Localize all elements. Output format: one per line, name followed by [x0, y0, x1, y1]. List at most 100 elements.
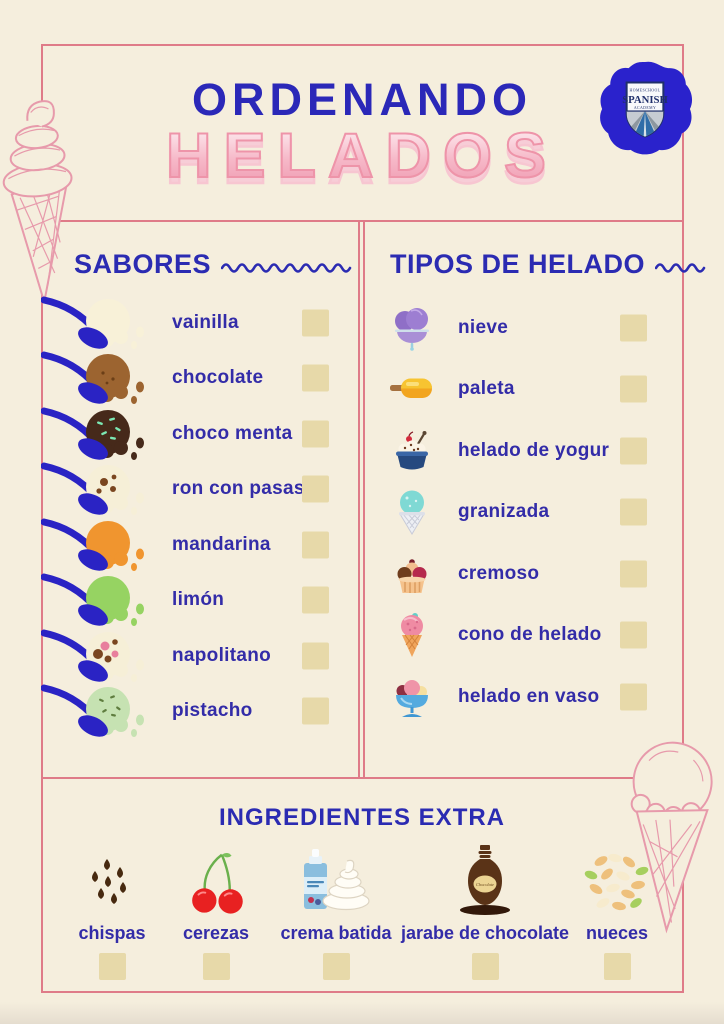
sabores-heading-label: SABORES	[74, 249, 212, 279]
item-label: nieve	[458, 316, 509, 338]
logo-text-top: HOMESCHOOL	[630, 89, 661, 93]
checkbox-jarabe-de-chocolate[interactable]	[471, 953, 499, 980]
spoon-tangerine-icon	[41, 518, 144, 571]
subtitle-text: HELADOS	[0, 120, 724, 192]
list-item-paleta: paleta	[362, 359, 684, 421]
item-label: helado de yogur	[458, 439, 610, 461]
list-item-nieve: nieve	[362, 297, 684, 359]
item-label: helado en vaso	[458, 685, 600, 707]
waffle-cup-icon	[397, 558, 427, 593]
divider-bottom	[41, 777, 684, 779]
page-title: ORDENANDO	[191, 74, 532, 125]
logo-text-bottom: ACADEMY	[634, 106, 656, 110]
checkbox-ron-con-pasas[interactable]	[302, 475, 329, 503]
column-divider	[363, 220, 365, 779]
squiggle-icon	[655, 262, 706, 273]
whipped-cream-icon	[304, 849, 370, 911]
extra-label: crema batida	[280, 923, 392, 943]
chocolate-syrup-icon: Chocolate	[460, 845, 510, 915]
scoop-cone-sketch-icon	[630, 741, 713, 934]
list-item-mandarina: mandarina	[41, 517, 359, 573]
checkbox-chocolate[interactable]	[302, 364, 329, 392]
item-label: chocolate	[172, 367, 264, 389]
divider-top	[41, 220, 684, 222]
list-item-granizada: granizada	[362, 482, 684, 544]
snow-cone-icon	[399, 490, 425, 536]
extra-item-jarabe-de-chocolate: Chocolate jarabe de chocolate	[390, 843, 580, 980]
squiggle-icon	[221, 262, 352, 273]
item-label: paleta	[458, 378, 515, 400]
list-item-ron-con-pasas: ron con pasas	[41, 462, 359, 518]
nuts-icon	[584, 853, 649, 911]
tipos-heading: TIPOS DE HELADO	[390, 249, 707, 280]
checkbox-helado-de-yogur[interactable]	[620, 437, 647, 465]
extra-label: jarabe de chocolate	[400, 923, 570, 943]
extra-label: nueces	[585, 923, 649, 943]
checkbox-granizada[interactable]	[620, 498, 647, 526]
logo-text-main: SPANISH	[622, 94, 668, 106]
syrup-label-text: Chocolate	[476, 882, 494, 887]
extras-row: chispas cerezas	[41, 843, 684, 989]
list-item-chocolate: chocolate	[41, 351, 359, 407]
item-label: ron con pasas	[172, 478, 305, 500]
item-label: limón	[172, 589, 225, 611]
item-label: cremoso	[458, 562, 540, 584]
extra-item-cerezas: cerezas	[171, 843, 261, 980]
cherries-icon	[192, 853, 243, 914]
subtitle-shadow: HELADOS	[0, 126, 724, 199]
list-item-helado-en-vaso: helado en vaso	[362, 666, 684, 728]
popsicle-icon	[390, 378, 432, 399]
checkbox-mandarina[interactable]	[302, 531, 329, 559]
soft-serve-sketch-icon	[2, 100, 73, 303]
item-label: vainilla	[172, 311, 239, 333]
checkbox-nieve[interactable]	[620, 314, 647, 342]
checkbox-pistacho[interactable]	[302, 697, 329, 725]
checkbox-choco-menta[interactable]	[302, 420, 329, 448]
extra-label: cerezas	[182, 923, 250, 943]
checkbox-cremoso[interactable]	[620, 560, 647, 588]
sabores-list: vainilla chocolate choco menta	[41, 295, 359, 739]
checkbox-vainilla[interactable]	[302, 309, 329, 337]
item-label: choco menta	[172, 422, 293, 444]
list-item-helado-de-yogur: helado de yogur	[362, 420, 684, 482]
checkbox-nueces[interactable]	[603, 953, 631, 980]
checkbox-paleta[interactable]	[620, 375, 647, 403]
sundae-glass-icon	[396, 679, 428, 717]
extra-item-crema-batida: crema batida	[271, 843, 401, 980]
spoon-pistachio-icon	[41, 684, 144, 738]
list-item-pistacho: pistacho	[41, 684, 359, 740]
extra-label: chispas	[78, 923, 146, 943]
ice-cream-cone-icon	[401, 613, 423, 658]
extra-item-chispas: chispas	[62, 843, 162, 980]
item-label: pistacho	[172, 700, 253, 722]
checkbox-chispas[interactable]	[98, 953, 126, 980]
column-divider	[358, 220, 360, 779]
extra-item-nueces: nueces	[562, 843, 672, 980]
spoon-choco-mint-icon	[41, 407, 144, 460]
item-label: cono de helado	[458, 624, 602, 646]
poster-frame	[41, 44, 684, 993]
page-subtitle: HELADOS HELADOS	[0, 120, 724, 200]
list-item-cremoso: cremoso	[362, 543, 684, 605]
checkbox-cono-de-helado[interactable]	[620, 621, 647, 649]
tipos-heading-label: TIPOS DE HELADO	[390, 249, 646, 279]
list-item-limon: limón	[41, 573, 359, 629]
list-item-choco-menta: choco menta	[41, 406, 359, 462]
checkbox-cerezas[interactable]	[202, 953, 230, 980]
checkbox-crema-batida[interactable]	[322, 953, 350, 980]
list-item-cono-de-helado: cono de helado	[362, 605, 684, 667]
checkbox-napolitano[interactable]	[302, 642, 329, 670]
spoon-neapolitan-icon	[41, 629, 144, 682]
chocolate-chips-icon	[91, 859, 127, 904]
sundae-bowl-icon	[395, 307, 429, 351]
frozen-yogurt-cup-icon	[396, 430, 428, 470]
list-item-napolitano: napolitano	[41, 628, 359, 684]
spoon-vanilla-icon	[41, 296, 144, 349]
item-label: mandarina	[172, 533, 271, 555]
spoon-rum-raisin-icon	[41, 462, 144, 516]
tipos-list: nieve paleta helado de yogur	[362, 297, 684, 728]
checkbox-helado-en-vaso[interactable]	[620, 683, 647, 711]
item-label: napolitano	[172, 644, 272, 666]
checkbox-limon[interactable]	[302, 586, 329, 614]
